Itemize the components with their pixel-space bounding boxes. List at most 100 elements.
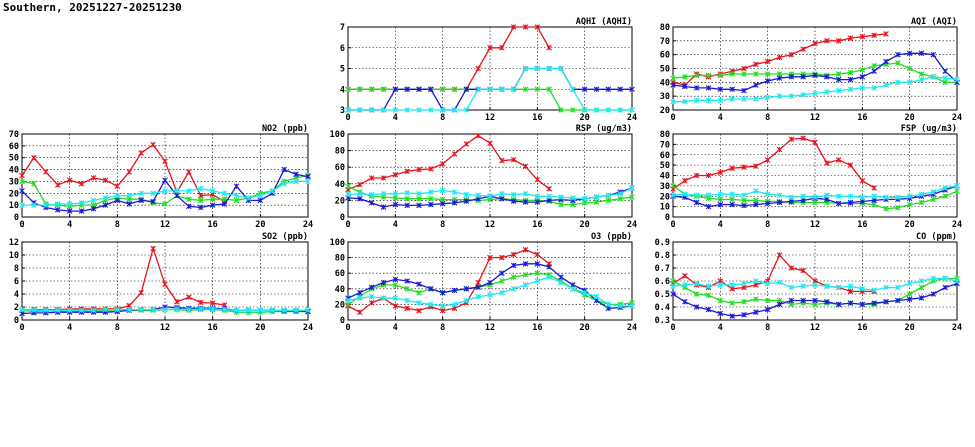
y-tick-label: 0.5 xyxy=(655,290,670,300)
data-point xyxy=(824,160,830,166)
data-point xyxy=(43,202,49,208)
data-point xyxy=(150,245,156,252)
data-point xyxy=(705,283,712,289)
data-point xyxy=(670,278,676,284)
data-point xyxy=(776,75,783,81)
data-point xyxy=(404,190,410,196)
data-point xyxy=(883,284,889,291)
x-tick-label: 4 xyxy=(393,220,398,230)
data-point xyxy=(510,86,517,93)
y-tick-label: 30 xyxy=(9,177,19,187)
data-point xyxy=(741,299,747,305)
data-point xyxy=(800,91,806,98)
data-point xyxy=(392,276,399,283)
data-point xyxy=(305,173,311,180)
data-point xyxy=(824,196,830,203)
data-point xyxy=(824,89,830,95)
data-point xyxy=(906,79,913,86)
data-point xyxy=(510,262,517,269)
data-point xyxy=(693,97,700,104)
data-point xyxy=(162,158,168,165)
data-point xyxy=(895,51,901,58)
data-point xyxy=(558,279,564,286)
chart-title: AQI (AQI) xyxy=(911,17,957,27)
x-tick-label: 12 xyxy=(485,323,495,333)
data-point xyxy=(670,98,676,105)
data-point xyxy=(558,65,564,72)
data-point xyxy=(499,190,505,197)
data-point xyxy=(741,87,747,94)
data-point xyxy=(776,54,783,61)
data-point xyxy=(906,280,913,287)
data-point xyxy=(138,306,144,313)
data-point xyxy=(475,284,481,291)
data-point xyxy=(859,74,866,80)
series-cyan xyxy=(345,65,635,113)
data-point xyxy=(357,289,363,296)
data-point xyxy=(918,50,925,57)
data-point xyxy=(392,171,399,178)
data-point xyxy=(19,178,25,185)
data-point xyxy=(753,296,759,302)
data-point xyxy=(629,185,635,191)
data-point xyxy=(487,140,493,146)
data-point xyxy=(357,86,363,93)
data-point xyxy=(570,286,576,292)
data-point xyxy=(546,197,552,204)
data-point xyxy=(475,65,481,72)
data-point xyxy=(102,306,109,313)
data-point xyxy=(859,194,866,201)
data-point xyxy=(593,293,600,300)
data-point xyxy=(764,71,771,77)
data-point xyxy=(918,295,925,301)
data-point xyxy=(741,71,747,77)
y-tick-label: 6 xyxy=(14,277,19,287)
x-tick-label: 20 xyxy=(905,113,915,123)
data-point xyxy=(534,261,541,267)
data-point xyxy=(824,74,830,80)
data-point xyxy=(451,287,458,294)
data-point xyxy=(102,195,109,201)
data-point xyxy=(800,46,806,52)
y-tick-label: 60 xyxy=(660,51,670,61)
x-tick-label: 0 xyxy=(19,323,24,333)
data-point xyxy=(499,195,505,202)
data-point xyxy=(522,271,529,278)
x-tick-label: 8 xyxy=(765,113,770,123)
data-point xyxy=(753,71,759,77)
series-line xyxy=(347,249,550,313)
data-point xyxy=(174,192,180,199)
x-tick-label: 12 xyxy=(160,323,170,333)
data-point xyxy=(895,284,901,291)
y-tick-label: 0.6 xyxy=(655,277,670,287)
data-point xyxy=(800,135,806,141)
data-point xyxy=(705,292,712,299)
data-point xyxy=(257,197,264,204)
data-point xyxy=(918,76,925,83)
data-point xyxy=(281,307,287,314)
data-point xyxy=(741,280,747,287)
data-point xyxy=(705,85,712,91)
y-tick-label: 20 xyxy=(9,189,19,199)
series-line xyxy=(21,246,225,311)
data-point xyxy=(475,192,481,199)
data-point xyxy=(380,86,387,93)
data-point xyxy=(392,201,399,208)
x-tick-label: 8 xyxy=(440,220,445,230)
data-point xyxy=(859,301,866,308)
data-point xyxy=(605,86,612,93)
data-point xyxy=(102,202,109,208)
data-point xyxy=(764,58,771,65)
data-point xyxy=(522,261,529,267)
data-point xyxy=(753,61,759,68)
data-point xyxy=(428,107,434,113)
data-point xyxy=(546,44,552,51)
data-point xyxy=(345,191,351,198)
x-tick-label: 0 xyxy=(670,220,675,230)
data-point xyxy=(776,192,783,199)
data-point xyxy=(138,289,144,296)
x-tick-label: 12 xyxy=(810,323,820,333)
data-point xyxy=(487,254,493,261)
data-point xyxy=(883,194,889,201)
